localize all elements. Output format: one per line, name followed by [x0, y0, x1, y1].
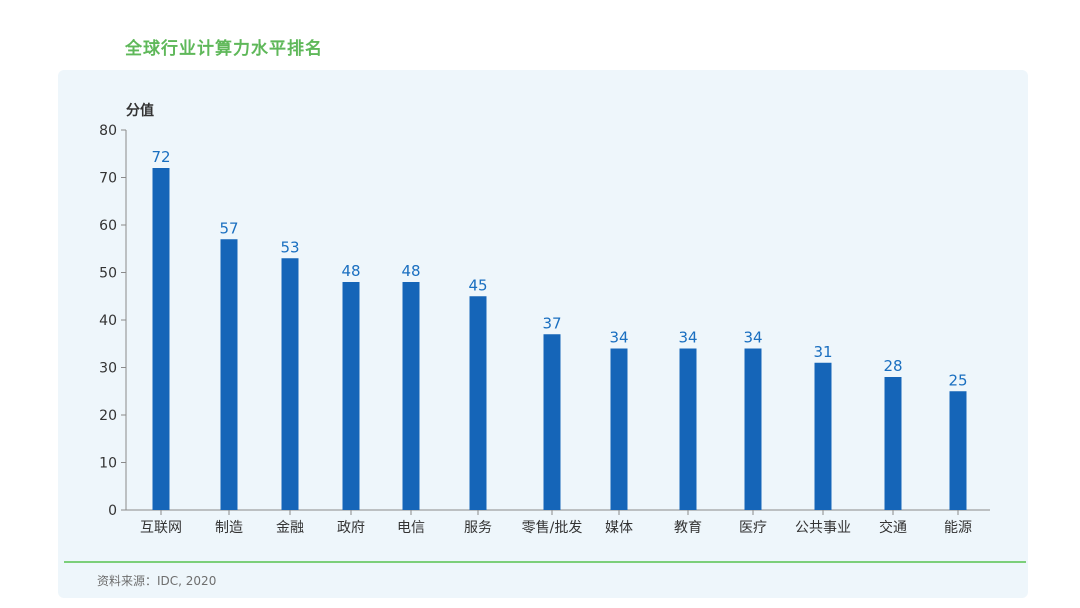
bar [884, 377, 902, 510]
bar-value-label: 28 [883, 357, 902, 375]
bar [679, 348, 697, 510]
bar-value-label: 48 [341, 262, 360, 280]
bar [402, 282, 420, 510]
source-note: 资料来源：IDC, 2020 [97, 574, 217, 588]
y-tick-label: 60 [99, 218, 117, 234]
bar-value-label: 53 [280, 238, 299, 256]
bar [610, 348, 628, 510]
x-tick-label: 服务 [464, 520, 492, 536]
x-tick-label: 零售/批发 [522, 520, 583, 536]
x-tick-label: 公共事业 [795, 520, 851, 536]
x-tick-label: 制造 [215, 520, 243, 536]
bar-value-label: 37 [542, 314, 561, 332]
y-tick-label: 70 [99, 171, 117, 187]
bar-value-label: 34 [743, 329, 762, 347]
x-tick-label: 金融 [276, 520, 304, 536]
bar-value-label: 57 [219, 219, 238, 237]
y-tick-label: 20 [99, 408, 117, 424]
bar [814, 362, 832, 510]
x-tick-label: 政府 [337, 520, 365, 536]
chart-title: 全球行业计算力水平排名 [125, 39, 323, 59]
bar [744, 348, 762, 510]
x-tick-label: 交通 [879, 519, 907, 536]
bar [152, 168, 170, 510]
bar [469, 296, 487, 510]
y-tick-label: 40 [99, 313, 117, 329]
y-tick-label: 50 [99, 266, 117, 282]
bar [281, 258, 299, 510]
y-tick-label: 80 [99, 123, 117, 139]
bar [543, 334, 561, 510]
x-tick-label: 电信 [397, 520, 425, 536]
bar-value-label: 31 [813, 343, 832, 361]
x-tick-label: 医疗 [739, 520, 767, 536]
x-tick-label: 教育 [674, 520, 702, 536]
bar-value-label: 34 [609, 329, 628, 347]
y-tick-label: 30 [99, 361, 117, 377]
x-tick-label: 媒体 [605, 520, 633, 536]
bar-value-label: 48 [401, 262, 420, 280]
bar [949, 391, 967, 510]
y-tick-label: 10 [99, 456, 117, 472]
bar [342, 282, 360, 510]
bar-value-label: 45 [468, 276, 487, 294]
x-tick-label: 互联网 [140, 520, 182, 536]
bar-value-label: 72 [151, 148, 170, 166]
y-tick-label: 0 [108, 503, 117, 519]
y-axis-label: 分值 [126, 102, 154, 119]
bar-value-label: 34 [678, 329, 697, 347]
x-tick-label: 能源 [944, 520, 972, 536]
bar-value-label: 25 [948, 371, 967, 389]
bar [220, 239, 238, 510]
footer-divider [64, 561, 1026, 563]
